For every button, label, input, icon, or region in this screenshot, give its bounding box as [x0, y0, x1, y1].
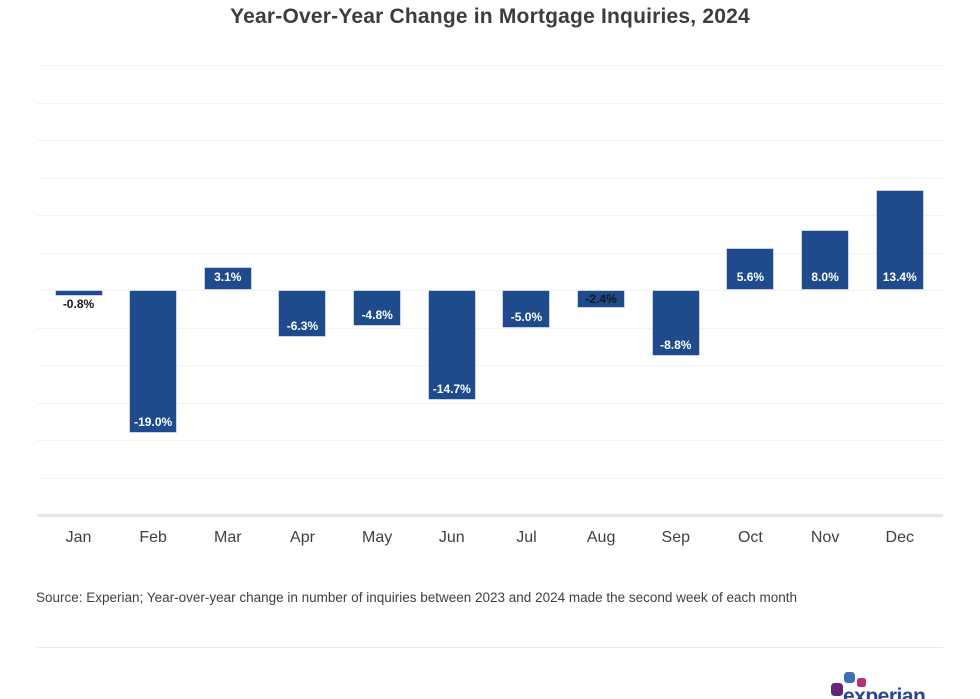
bar-value-label-dec: 13.4%	[882, 270, 917, 284]
bar-apr	[278, 290, 327, 338]
bar-value-label-may: -4.8%	[361, 308, 393, 322]
logo-blue-square-icon	[843, 671, 855, 683]
bar-value-label-jun: -14.7%	[432, 382, 471, 397]
bar-jan	[54, 290, 103, 296]
gridline-0pct	[37, 290, 943, 291]
bar-aug	[577, 290, 626, 308]
gridline--20pct	[37, 440, 943, 441]
bar-sep	[651, 290, 700, 356]
logo-magenta-square-icon	[856, 677, 866, 687]
chart-title: Year-Over-Year Change in Mortgage Inquir…	[230, 5, 750, 28]
bar-oct	[726, 248, 775, 290]
bar-value-label-jan: -0.8%	[62, 297, 95, 311]
gridline-20pct	[37, 140, 943, 141]
bar-jul	[502, 290, 551, 328]
x-axis-label-apr: Apr	[290, 529, 315, 546]
x-axis-label-jun: Jun	[438, 529, 465, 546]
bar-value-label-sep: -8.8%	[660, 338, 692, 352]
x-axis-label-feb: Feb	[139, 529, 167, 546]
logo-purple-square-icon	[831, 683, 843, 696]
footer-divider	[37, 647, 943, 648]
gridline-15pct	[37, 177, 943, 179]
bar-chart-plot-area: -0.8% -19.0% 3.1% -6.3% -4.8% -14.7% -5.0% -2.4…	[37, 65, 943, 517]
x-axis-line	[37, 514, 943, 517]
bar-value-label-jul: -5.0%	[510, 309, 543, 324]
bar-value-label-nov: 8.0%	[811, 270, 839, 284]
x-axis-label-may: May	[362, 529, 393, 546]
gridline--5pct	[37, 327, 943, 329]
x-axis-label-jul: Jul	[516, 529, 537, 546]
bar-value-label-feb: -19.0%	[134, 414, 173, 429]
logo-wordmark: experian	[843, 685, 926, 699]
x-axis-label-oct: Oct	[737, 529, 763, 546]
x-axis-label-mar: Mar	[214, 529, 242, 546]
bar-value-label-mar: 3.1%	[214, 270, 242, 284]
gridline--15pct	[37, 402, 943, 404]
bar-feb	[129, 290, 178, 433]
gridline--25pct	[37, 477, 943, 479]
bar-value-label-oct: 5.6%	[736, 270, 765, 284]
bar-dec	[875, 189, 924, 290]
bar-value-label-apr: -6.3%	[286, 319, 319, 334]
x-axis-label-aug: Aug	[586, 529, 616, 546]
gridline-10pct	[37, 215, 943, 216]
gridline--10pct	[37, 365, 943, 366]
experian-logo: experian	[828, 668, 948, 699]
x-axis-label-jan: Jan	[65, 529, 92, 546]
bar-value-label-aug: -2.4%	[585, 292, 617, 306]
x-axis-label-dec: Dec	[885, 529, 914, 546]
bar-mar	[203, 266, 252, 290]
gridline-30pct	[37, 65, 943, 66]
bar-may	[353, 290, 402, 326]
x-axis-label-nov: Nov	[810, 529, 840, 546]
source-note: Source: Experian; Year-over-year change …	[36, 590, 797, 605]
bar-nov	[801, 230, 850, 290]
bar-jun	[427, 290, 476, 401]
x-axis-label-sep: Sep	[661, 529, 690, 546]
gridline-25pct	[37, 102, 943, 104]
gridline-5pct	[37, 252, 943, 254]
